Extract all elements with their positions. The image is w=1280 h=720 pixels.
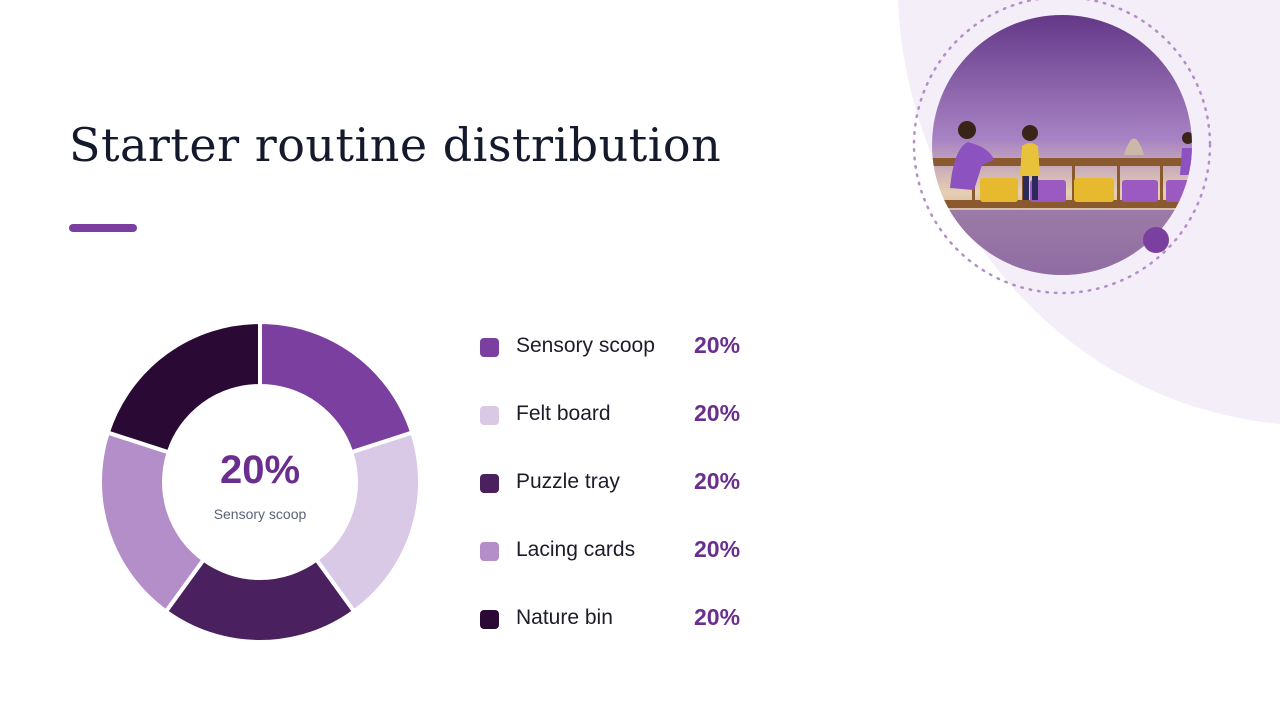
dotted-orbit-ring xyxy=(912,0,1212,295)
legend-swatch-nature-bin xyxy=(480,610,499,629)
donut-slice-puzzle-tray xyxy=(163,556,357,644)
donut-slice-lacing-cards xyxy=(98,430,207,615)
legend-item-nature-bin: Nature bin 20% xyxy=(480,602,780,638)
legend-label-puzzle-tray: Puzzle tray xyxy=(516,470,620,493)
classroom-illustration-icon xyxy=(912,0,1212,295)
photo-accent-dot xyxy=(1143,227,1169,253)
legend-label-felt-board: Felt board xyxy=(516,402,611,425)
legend-value-lacing-cards: 20% xyxy=(694,536,741,562)
legend-value-puzzle-tray: 20% xyxy=(694,468,741,494)
donut-slice-nature-bin xyxy=(105,320,262,455)
donut-chart xyxy=(98,320,422,644)
donut-center-label: Sensory scoop xyxy=(213,506,307,522)
legend-swatch-sensory-scoop xyxy=(480,338,499,357)
legend-label-sensory-scoop: Sensory scoop xyxy=(516,334,655,357)
legend-item-lacing-cards: Lacing cards 20% xyxy=(480,534,780,570)
legend-item-puzzle-tray: Puzzle tray 20% xyxy=(480,466,780,502)
legend-label-nature-bin: Nature bin xyxy=(516,606,613,629)
legend-value-nature-bin: 20% xyxy=(694,604,741,630)
legend-value-sensory-scoop: 20% xyxy=(694,332,741,358)
legend-item-sensory-scoop: Sensory scoop 20% xyxy=(480,330,780,366)
legend-swatch-felt-board xyxy=(480,406,499,425)
legend-swatch-puzzle-tray xyxy=(480,474,499,493)
legend-item-felt-board: Felt board 20% xyxy=(480,398,780,434)
donut-slice-sensory-scoop xyxy=(258,320,415,455)
illustration-scene xyxy=(932,15,1192,275)
donut-center-value: 20% xyxy=(219,448,301,492)
donut-slice-felt-board xyxy=(313,430,422,615)
title-accent-rule xyxy=(69,224,137,232)
legend-label-lacing-cards: Lacing cards xyxy=(516,538,636,561)
slide-title: Starter routine distribution xyxy=(69,118,722,172)
legend-swatch-lacing-cards xyxy=(480,542,499,561)
legend-value-felt-board: 20% xyxy=(694,400,741,426)
